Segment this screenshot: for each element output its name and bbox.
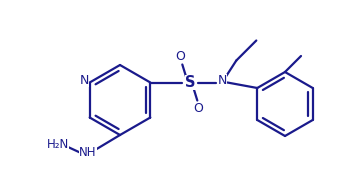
Text: N: N [80, 74, 89, 87]
Text: S: S [185, 75, 196, 90]
Text: NH: NH [79, 147, 97, 159]
Text: N: N [218, 74, 227, 87]
Text: O: O [175, 50, 185, 63]
Text: H₂N: H₂N [47, 139, 69, 151]
Text: O: O [193, 102, 203, 115]
